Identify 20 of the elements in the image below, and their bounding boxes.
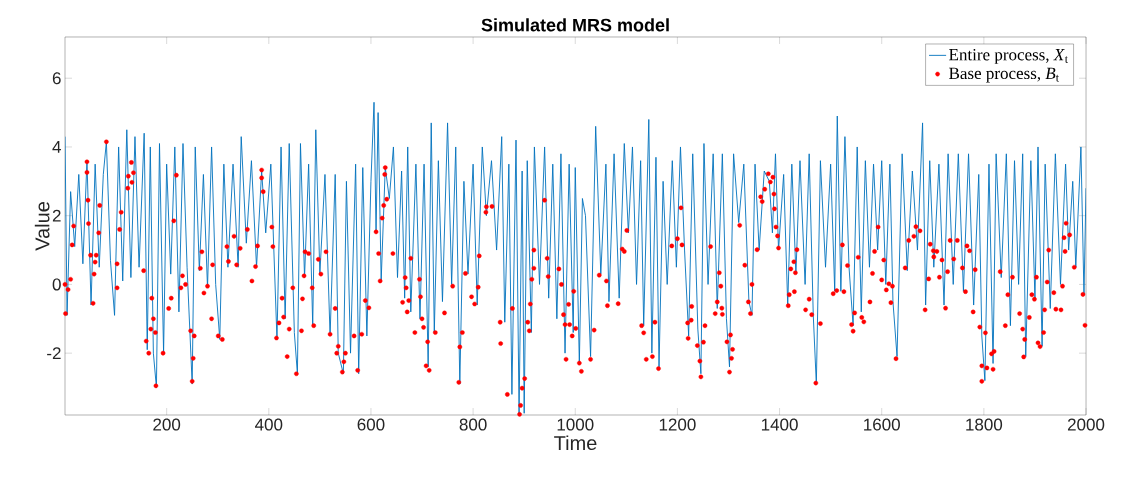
- y-tick-label: 0: [52, 278, 61, 291]
- x-tick-label: 600: [357, 418, 385, 431]
- x-tick-label: 800: [459, 418, 487, 431]
- legend-label: Base process, B$_{t}$: [949, 67, 1059, 83]
- x-tick-label: 1200: [659, 418, 696, 431]
- x-tick-label: 1600: [864, 418, 900, 431]
- y-tick-label: 4: [52, 141, 61, 153]
- legend-label: Entire process, X$_{t}$: [949, 48, 1068, 64]
- y-tick-label: 6: [52, 72, 61, 85]
- y-tick-label: 2: [52, 209, 61, 222]
- y-tick-label: -2: [47, 347, 61, 360]
- x-tick-label: 1000: [557, 418, 594, 431]
- x-tick-label: 200: [153, 418, 181, 431]
- chart-title: Simulated MRS model: [481, 18, 669, 32]
- x-tick-label: 1400: [761, 418, 798, 431]
- x-tick-label: 1800: [966, 418, 1003, 431]
- x-tick-label: 400: [255, 418, 283, 431]
- y-axis-title: Value: [34, 202, 50, 251]
- x-tick-label: 2000: [1067, 418, 1105, 431]
- x-axis-title: Time: [554, 435, 597, 451]
